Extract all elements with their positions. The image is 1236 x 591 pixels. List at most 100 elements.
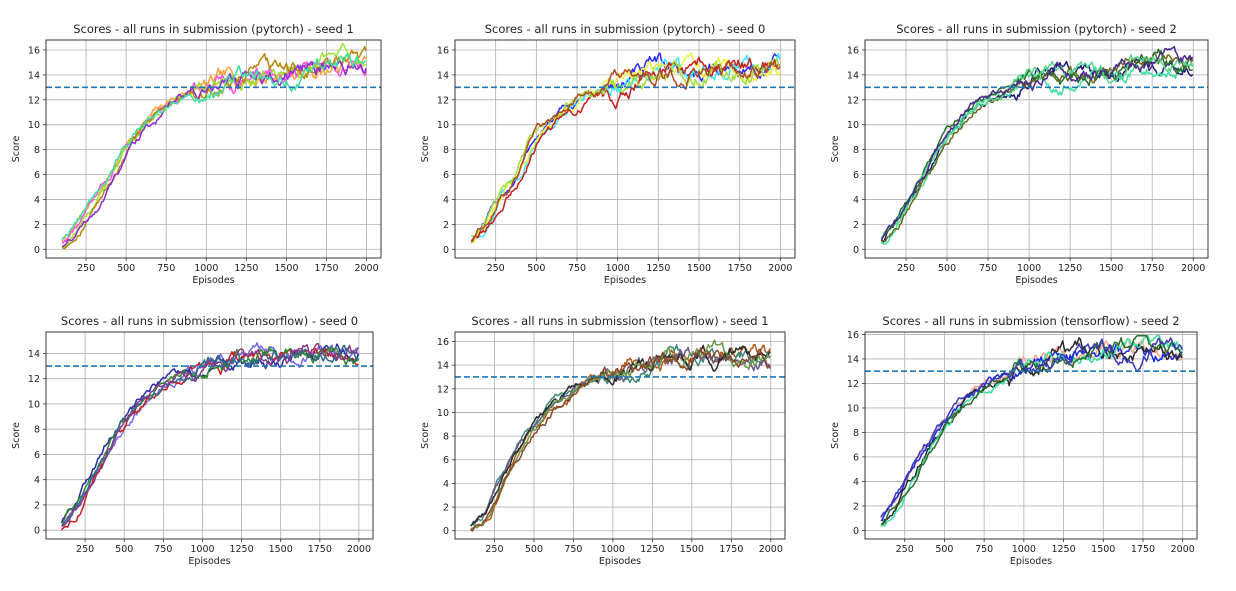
y-tick-label: 4 [34, 475, 40, 486]
x-tick-label: 500 [115, 544, 133, 555]
y-tick-label: 6 [443, 455, 449, 466]
y-axis-label: Score [11, 422, 22, 449]
plot-frame [864, 331, 1198, 540]
chart-panel: 250 500 750 1000 1250 1500 1750 2000 0 2 4 6 8 10 12 14… [11, 314, 374, 567]
x-tick-label: 1000 [1017, 263, 1041, 274]
x-axis-label: Episodes [604, 275, 646, 286]
x-tick-label: 500 [525, 544, 543, 555]
chart-panel: 250 500 750 1000 1250 1500 1750 2000 0 2 4 6 8 10 12 14… [830, 314, 1198, 567]
chart-panel: 250 500 750 1000 1250 1500 1750 2000 0 2 4 6 8 10 12 14… [11, 22, 382, 286]
x-tick-label: 1500 [687, 263, 711, 274]
x-tick-label: 2000 [1171, 544, 1195, 555]
x-tick-label: 250 [77, 263, 95, 274]
x-tick-label: 1250 [1051, 544, 1075, 555]
chart-panel: 250 500 750 1000 1250 1500 1750 2000 0 2 4 6 8 10 12 14… [420, 22, 796, 286]
series-line [470, 347, 771, 532]
y-tick-label: 0 [853, 245, 859, 256]
y-tick-label: 12 [437, 384, 449, 395]
y-tick-label: 14 [28, 349, 40, 360]
x-axis-label: Episodes [599, 556, 641, 567]
plot-frame [454, 331, 786, 540]
y-tick-label: 8 [853, 145, 859, 156]
y-axis-label: Score [830, 136, 841, 163]
y-tick-label: 0 [853, 526, 859, 537]
y-axis-label: Score [420, 422, 431, 449]
series-line [880, 337, 1183, 527]
series-line [470, 58, 781, 238]
y-axis-label: Score [420, 136, 431, 163]
x-tick-label: 750 [568, 263, 586, 274]
y-tick-label: 10 [437, 120, 449, 131]
series-line [880, 334, 1183, 525]
y-tick-label: 0 [443, 526, 449, 537]
series-line [61, 45, 367, 250]
chart-panel: 250 500 750 1000 1250 1500 1750 2000 0 2 4 6 8 10 12 14… [830, 22, 1209, 286]
y-tick-label: 4 [853, 195, 859, 206]
series-line [60, 347, 359, 531]
x-tick-label: 500 [527, 263, 545, 274]
x-tick-label: 250 [896, 544, 914, 555]
y-tick-label: 16 [437, 337, 449, 348]
x-tick-label: 1500 [1099, 263, 1123, 274]
series-line [880, 341, 1183, 522]
x-tick-label: 1750 [308, 544, 332, 555]
series-line [880, 60, 1194, 245]
x-tick-label: 1500 [680, 544, 704, 555]
x-tick-label: 750 [157, 263, 175, 274]
y-tick-label: 6 [853, 170, 859, 181]
series-line [880, 54, 1194, 241]
x-axis-label: Episodes [192, 275, 234, 286]
series-line [61, 60, 367, 248]
series-line [881, 53, 1194, 243]
series-line [60, 343, 360, 524]
x-tick-label: 500 [938, 263, 956, 274]
chart-title: Scores - all runs in submission (tensorf… [61, 314, 358, 328]
y-tick-label: 12 [437, 95, 449, 106]
x-tick-label: 2000 [768, 263, 792, 274]
y-tick-label: 10 [28, 399, 40, 410]
x-tick-label: 1000 [1012, 544, 1036, 555]
y-tick-label: 10 [437, 408, 449, 419]
x-tick-label: 750 [564, 544, 582, 555]
y-tick-label: 6 [34, 170, 40, 181]
x-axis-label: Episodes [188, 556, 230, 567]
x-tick-label: 1250 [640, 544, 664, 555]
series-line [880, 337, 1183, 518]
x-tick-label: 250 [487, 263, 505, 274]
y-tick-label: 0 [443, 245, 449, 256]
series-line [881, 57, 1194, 244]
x-tick-label: 2000 [759, 544, 783, 555]
y-axis-label: Score [830, 422, 841, 449]
y-tick-label: 8 [34, 145, 40, 156]
x-tick-label: 1250 [1058, 263, 1082, 274]
y-tick-label: 14 [437, 70, 449, 81]
y-tick-label: 8 [34, 425, 40, 436]
series-line [61, 53, 366, 241]
x-tick-label: 250 [485, 544, 503, 555]
y-tick-label: 6 [34, 450, 40, 461]
y-tick-label: 4 [34, 195, 40, 206]
y-tick-label: 12 [847, 379, 859, 390]
plot-frame [45, 39, 382, 259]
x-tick-label: 500 [935, 544, 953, 555]
y-tick-label: 14 [437, 361, 449, 372]
chart-title: Scores - all runs in submission (tensorf… [471, 314, 768, 328]
y-tick-label: 16 [847, 330, 859, 341]
x-tick-label: 1750 [728, 263, 752, 274]
series-line [61, 346, 359, 526]
series-line [470, 344, 771, 527]
plot-frame [864, 39, 1209, 259]
y-tick-label: 14 [847, 354, 859, 365]
x-tick-label: 2000 [1181, 263, 1205, 274]
x-tick-label: 750 [979, 263, 997, 274]
x-tick-label: 1250 [646, 263, 670, 274]
chart-title: Scores - all runs in submission (pytorch… [73, 22, 354, 36]
y-tick-label: 6 [443, 170, 449, 181]
y-tick-label: 8 [443, 432, 449, 443]
y-tick-label: 8 [853, 428, 859, 439]
series-line [470, 52, 781, 245]
x-tick-label: 1500 [274, 263, 298, 274]
y-tick-label: 6 [853, 452, 859, 463]
x-tick-label: 1000 [194, 263, 218, 274]
